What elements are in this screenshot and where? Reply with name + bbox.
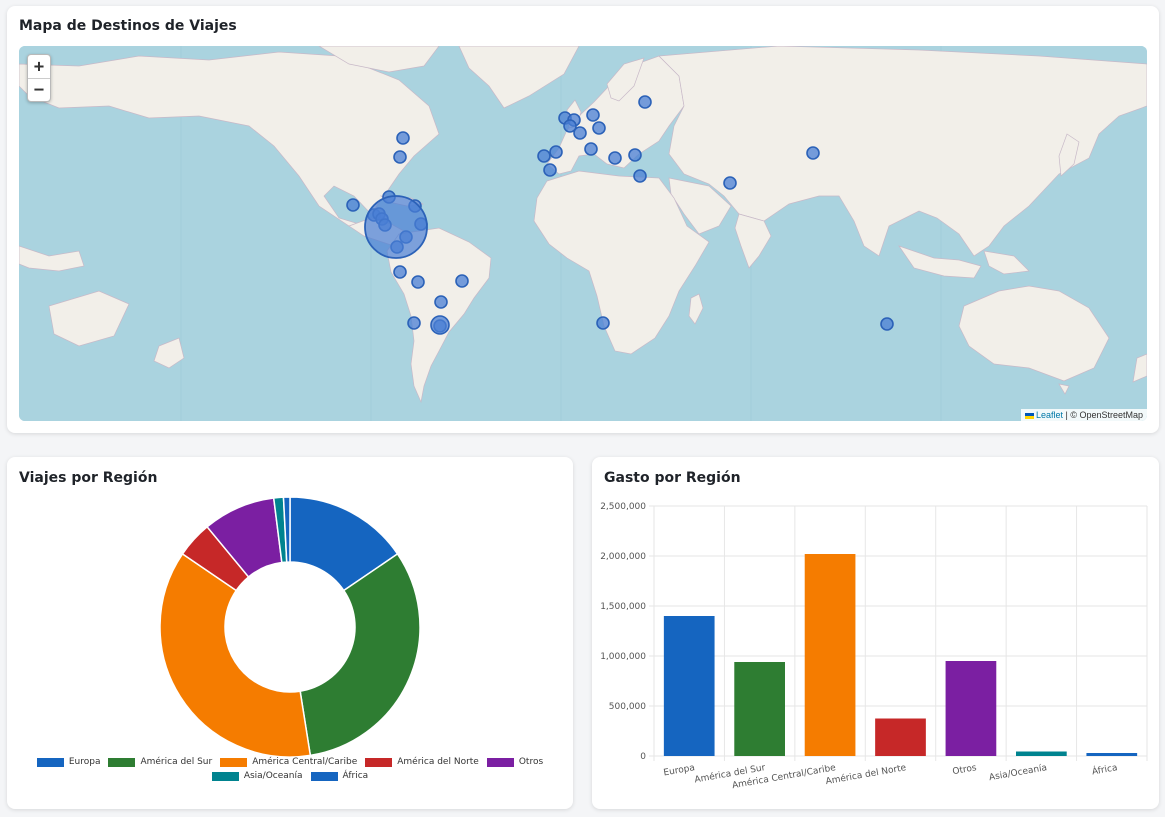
destination-marker[interactable]	[393, 150, 407, 164]
destination-marker[interactable]	[633, 169, 647, 183]
legend-swatch	[365, 757, 393, 767]
ukraine-flag-icon	[1024, 412, 1034, 419]
destination-marker[interactable]	[638, 95, 652, 109]
legend-label: Europa	[68, 757, 101, 767]
bar[interactable]	[804, 554, 856, 756]
pie-card: Viajes por Región Europa América del Sur A…	[7, 457, 573, 809]
attribution-text: | © OpenStreetMap	[1062, 410, 1143, 420]
bar-card: Gasto por Región 0 500,000 1,000,000 1,500,…	[592, 457, 1159, 809]
legend-item[interactable]: América del Sur	[108, 757, 212, 767]
bar[interactable]	[945, 661, 997, 756]
y-tick-label: 0	[640, 752, 646, 762]
destination-marker[interactable]	[430, 315, 450, 335]
landmasses	[19, 46, 1147, 404]
legend-item[interactable]: América Central/Caribe	[220, 757, 357, 767]
destination-marker-large[interactable]	[364, 195, 428, 259]
destinations-map[interactable]: + − Leaflet | © OpenStreetMap	[19, 46, 1147, 421]
pie-legend: Europa América del Sur América Central/Car…	[27, 757, 553, 781]
destination-marker[interactable]	[723, 176, 737, 190]
destination-markers[interactable]	[346, 95, 894, 335]
legend-swatch	[220, 757, 248, 767]
x-tick-label: Asia/Oceanía	[988, 763, 1048, 783]
destination-marker[interactable]	[596, 316, 610, 330]
legend-swatch	[310, 771, 338, 781]
bar-title: Gasto por Región	[604, 470, 741, 486]
zoom-control: + −	[27, 54, 51, 102]
legend-item[interactable]: Europa	[36, 757, 101, 767]
y-tick-label: 2,000,000	[600, 552, 646, 562]
legend-item[interactable]: América del Norte	[365, 757, 479, 767]
y-tick-label: 1,000,000	[600, 652, 646, 662]
map-card: Mapa de Destinos de Viajes	[7, 6, 1159, 433]
destination-marker[interactable]	[628, 148, 642, 162]
destination-marker[interactable]	[407, 316, 421, 330]
legend-item[interactable]: África	[310, 771, 369, 781]
legend-item[interactable]: Asia/Oceanía	[211, 771, 303, 781]
y-tick-label: 2,500,000	[600, 502, 646, 512]
bar[interactable]	[663, 616, 715, 756]
destination-marker[interactable]	[563, 119, 577, 133]
destination-marker[interactable]	[411, 275, 425, 289]
legend-label: Asia/Oceanía	[243, 771, 303, 781]
destination-marker[interactable]	[543, 163, 557, 177]
pie-slice[interactable]	[299, 552, 421, 757]
map-title: Mapa de Destinos de Viajes	[19, 18, 237, 34]
legend-label: África	[342, 771, 369, 781]
x-tick-label: Europa	[663, 763, 696, 778]
zoom-in-button[interactable]: +	[33, 56, 45, 77]
legend-swatch	[36, 757, 64, 767]
destination-marker[interactable]	[434, 295, 448, 309]
x-tick-label: Otros	[952, 763, 978, 777]
x-tick-label: América del Norte	[825, 762, 908, 787]
y-tick-label: 500,000	[609, 702, 646, 712]
zoom-out-button[interactable]: −	[28, 78, 50, 101]
legend-swatch	[486, 757, 514, 767]
legend-swatch	[211, 771, 239, 781]
bar[interactable]	[734, 662, 785, 756]
destination-marker[interactable]	[573, 126, 587, 140]
bar[interactable]	[1016, 751, 1067, 757]
leaflet-link[interactable]: Leaflet	[1035, 410, 1063, 420]
legend-label: América Central/Caribe	[252, 757, 358, 767]
destination-marker[interactable]	[592, 121, 606, 135]
map-attribution: Leaflet | © OpenStreetMap	[1020, 409, 1147, 421]
legend-label: América del Sur	[140, 757, 213, 767]
legend-label: América del Norte	[397, 757, 479, 767]
pie-title: Viajes por Región	[19, 470, 158, 486]
pie-slice[interactable]	[159, 552, 312, 758]
pie-slice[interactable]	[282, 496, 291, 563]
destination-marker[interactable]	[549, 145, 563, 159]
legend-item[interactable]: Otros	[486, 757, 544, 767]
map-canvas[interactable]	[19, 46, 1147, 421]
bar-chart[interactable]: 0 500,000 1,000,000 1,500,000 2,000,000 2,500…	[592, 494, 1159, 809]
bar[interactable]	[1086, 753, 1138, 756]
destination-marker[interactable]	[880, 317, 894, 331]
destination-marker[interactable]	[584, 142, 598, 156]
destination-marker[interactable]	[806, 146, 820, 160]
legend-label: Otros	[518, 757, 544, 767]
destination-marker[interactable]	[346, 198, 360, 212]
destination-marker[interactable]	[608, 151, 622, 165]
bar[interactable]	[875, 718, 926, 757]
legend-swatch	[108, 757, 136, 767]
destination-marker[interactable]	[586, 108, 600, 122]
destination-marker[interactable]	[537, 149, 551, 163]
destination-marker[interactable]	[393, 265, 407, 279]
destination-marker[interactable]	[455, 274, 469, 288]
y-tick-label: 1,500,000	[600, 602, 646, 612]
x-tick-label: África	[1091, 761, 1118, 777]
donut-chart[interactable]	[7, 492, 573, 792]
destination-marker[interactable]	[396, 131, 410, 145]
